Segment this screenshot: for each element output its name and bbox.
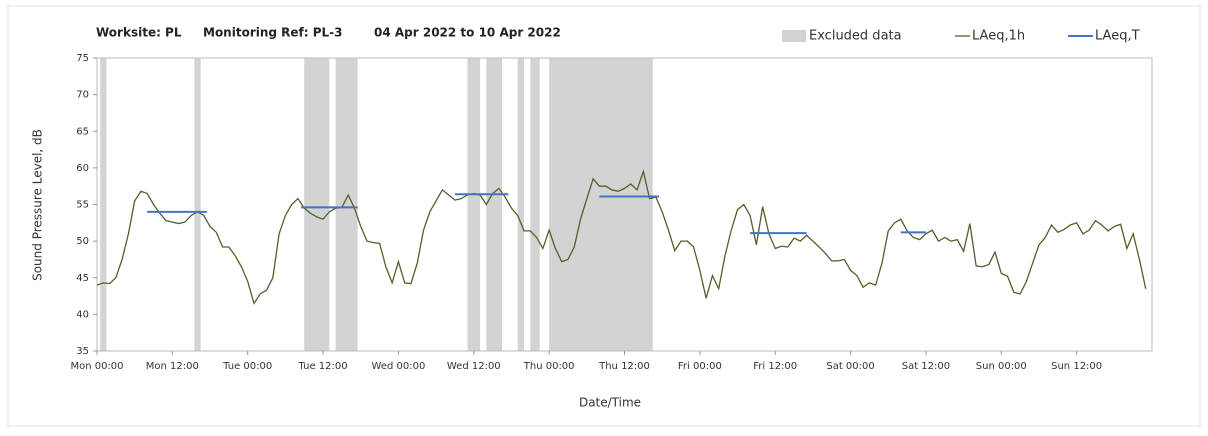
x-tick-label: Mon 12:00 [146, 361, 199, 372]
y-tick-label: 70 [76, 90, 89, 101]
title-worksite: Worksite: PL [96, 26, 182, 40]
legend-swatch [782, 30, 806, 42]
x-tick-label: Tue 12:00 [298, 361, 348, 372]
y-tick-label: 35 [76, 346, 89, 357]
legend-label: Excluded data [809, 29, 902, 44]
y-tick-label: 55 [76, 200, 89, 211]
excluded-band [304, 58, 330, 351]
y-axis-label: Sound Pressure Level, dB [31, 129, 45, 281]
x-tick-label: Fri 00:00 [678, 361, 722, 372]
title-ref: Monitoring Ref: PL-3 [203, 26, 343, 40]
x-tick-label: Sat 00:00 [826, 361, 874, 372]
excluded-band [486, 58, 503, 351]
x-tick-label: Sun 12:00 [1051, 361, 1102, 372]
x-tick-label: Wed 12:00 [447, 361, 501, 372]
x-tick-label: Mon 00:00 [70, 361, 123, 372]
y-tick-label: 50 [76, 236, 89, 247]
excluded-band [530, 58, 540, 351]
y-tick-label: 65 [76, 126, 89, 137]
x-tick-label: Fri 12:00 [753, 361, 797, 372]
title-period: 04 Apr 2022 to 10 Apr 2022 [374, 26, 561, 40]
y-tick-label: 60 [76, 163, 89, 174]
excluded-band [194, 58, 201, 351]
legend-label: LAeq,1h [972, 29, 1025, 44]
excluded-band [100, 58, 107, 351]
x-tick-label: Thu 12:00 [598, 361, 650, 372]
legend-label: LAeq,T [1095, 29, 1140, 44]
x-tick-label: Sun 00:00 [976, 361, 1027, 372]
x-tick-label: Sat 12:00 [902, 361, 950, 372]
excluded-band [549, 58, 653, 351]
x-tick-label: Tue 00:00 [222, 361, 272, 372]
excluded-band [335, 58, 358, 351]
excluded-band [467, 58, 481, 351]
y-tick-label: 40 [76, 309, 89, 320]
y-tick-label: 45 [76, 273, 89, 284]
x-tick-label: Wed 00:00 [372, 361, 426, 372]
x-axis-label: Date/Time [579, 396, 641, 410]
y-tick-label: 75 [76, 53, 89, 64]
line-series [96, 169, 1147, 305]
excluded-band [517, 58, 525, 351]
x-tick-label: Thu 00:00 [523, 361, 575, 372]
